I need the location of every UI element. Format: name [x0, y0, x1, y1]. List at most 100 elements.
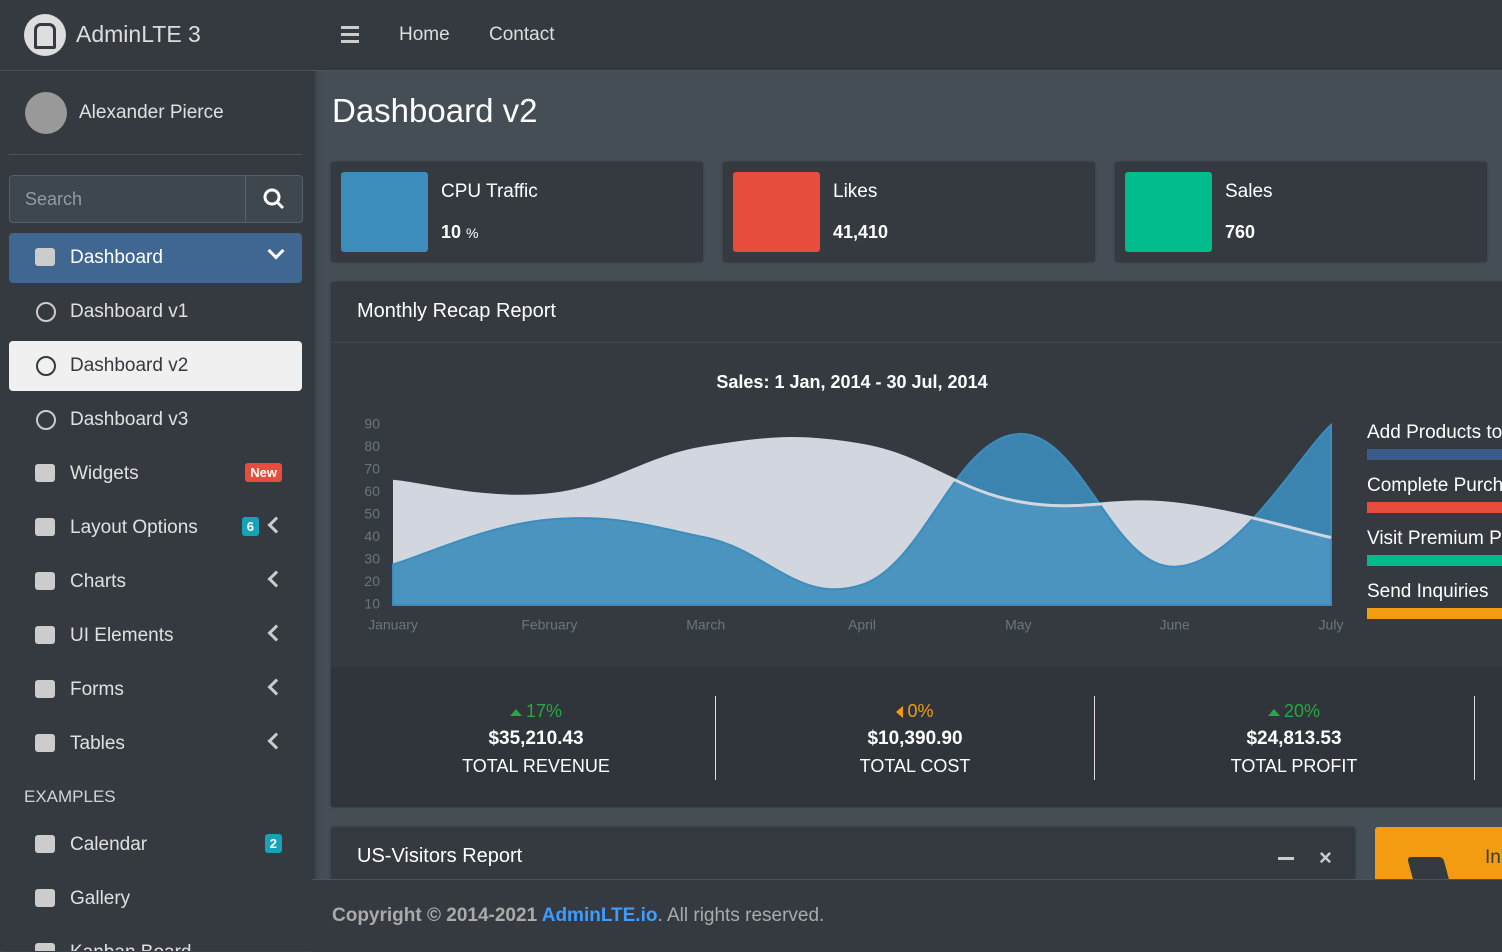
- menu-item[interactable]: UI Elements: [9, 611, 302, 661]
- info-value: 10%: [441, 222, 478, 243]
- stat-divider: [1474, 696, 1475, 780]
- info-box: CPU Traffic 10%: [331, 162, 703, 262]
- y-tick-label: 40: [364, 528, 380, 544]
- menu-icon: [35, 572, 55, 590]
- chevron: [267, 516, 285, 534]
- menu-icon: [35, 464, 55, 482]
- menu-icon: [35, 889, 55, 907]
- brand-name[interactable]: AdminLTE 3: [76, 21, 201, 47]
- divider: [0, 70, 312, 71]
- goal-progress: [1367, 502, 1502, 513]
- brand-logo: [24, 14, 66, 56]
- card-footer: [331, 667, 1502, 807]
- menu-badge: 2: [264, 834, 282, 853]
- value: 760: [1225, 222, 1256, 242]
- footer-link[interactable]: AdminLTE.io: [541, 905, 658, 926]
- info-label: Sales: [1225, 181, 1273, 202]
- menu-badge: 6: [241, 517, 259, 536]
- goal-label: Send Inquiries: [1367, 581, 1489, 602]
- nav-link[interactable]: Home: [399, 24, 450, 45]
- menu-item[interactable]: Kanban Board: [9, 928, 302, 951]
- info-box: Likes 41,410: [723, 162, 1095, 262]
- info-label: CPU Traffic: [441, 181, 538, 202]
- stat-amount: $35,210.43: [488, 728, 584, 749]
- menu-icon: [35, 248, 55, 266]
- menu-item[interactable]: Calendar 2: [9, 820, 302, 870]
- page-title: Dashboard v2: [332, 92, 538, 129]
- x-tick-label: May: [1005, 617, 1031, 633]
- menu-item[interactable]: Charts: [9, 557, 302, 607]
- goal-label: Complete Purch: [1367, 475, 1502, 496]
- menu-label: Tables: [70, 733, 125, 754]
- trend-icon: [1267, 708, 1280, 716]
- card-title: US-Visitors Report: [357, 845, 523, 867]
- stat-label: TOTAL REVENUE: [462, 756, 610, 776]
- menu-item[interactable]: Widgets New: [9, 449, 302, 499]
- stat-amount: $10,390.90: [867, 728, 963, 749]
- menu-item[interactable]: Tables: [9, 719, 302, 769]
- info-icon: [733, 172, 820, 252]
- menu-label: Widgets: [70, 463, 139, 484]
- menu-label: Calendar: [70, 834, 148, 855]
- change-value: 20%: [1283, 701, 1321, 721]
- menu-badge: New: [245, 463, 282, 482]
- menu-item[interactable]: Forms: [9, 665, 302, 715]
- change-value: 0%: [907, 701, 934, 721]
- unit: %: [466, 225, 479, 241]
- menu-label: Gallery: [70, 888, 131, 909]
- info-icon: [1125, 172, 1212, 252]
- change-value: 17%: [525, 701, 563, 721]
- collapse-button[interactable]: [1278, 857, 1294, 860]
- menu-item[interactable]: Dashboard: [9, 233, 302, 283]
- footer-suffix: . All rights reserved.: [657, 905, 825, 926]
- search-button[interactable]: [245, 175, 303, 223]
- menu-label: Kanban Board: [70, 942, 192, 951]
- y-tick-label: 10: [364, 596, 380, 612]
- divider: [9, 154, 302, 155]
- stat-change: 0%: [815, 701, 1015, 722]
- stat-change: 20%: [1194, 701, 1394, 722]
- y-tick-label: 30: [364, 551, 380, 567]
- value: 41,410: [833, 222, 889, 242]
- menu-icon: [35, 626, 55, 644]
- menu-item[interactable]: Dashboard v1: [9, 287, 302, 337]
- x-tick-label: July: [1319, 617, 1344, 633]
- menu-header: EXAMPLES: [24, 787, 116, 806]
- close-button[interactable]: ×: [1319, 845, 1332, 870]
- menu-item[interactable]: Gallery: [9, 874, 302, 924]
- y-tick-label: 20: [364, 573, 380, 589]
- stat-label: TOTAL PROFIT: [1230, 756, 1358, 776]
- menu-label: Dashboard: [70, 247, 163, 268]
- area-line: [392, 437, 1332, 539]
- sidebar: AdminLTE 3 Alexander Pierce Search Dashb…: [0, 0, 312, 951]
- nav-link[interactable]: Contact: [489, 24, 555, 45]
- x-tick-label: January: [368, 617, 418, 633]
- y-tick-label: 60: [364, 483, 380, 499]
- info-value: 760: [1225, 222, 1255, 243]
- x-tick-label: February: [521, 617, 577, 633]
- stat-divider: [1094, 696, 1095, 780]
- menu-item[interactable]: Dashboard v3: [9, 395, 302, 445]
- menu-icon: [36, 302, 56, 322]
- menu-icon: [36, 356, 56, 376]
- menu-item[interactable]: Dashboard v2: [9, 341, 302, 391]
- menu-label: Dashboard v2: [70, 355, 189, 376]
- chart-title: Sales: 1 Jan, 2014 - 30 Jul, 2014: [716, 372, 987, 392]
- navbar: Home Contact: [312, 0, 1502, 71]
- chevron: [267, 570, 285, 588]
- info-icon: [341, 172, 428, 252]
- chevron: [267, 678, 285, 696]
- search-input[interactable]: Search: [9, 175, 246, 223]
- stat-change: 17%: [436, 701, 636, 722]
- menu-item[interactable]: Layout Options 6: [9, 503, 302, 553]
- card-title: Monthly Recap Report: [357, 300, 556, 322]
- menu-label: UI Elements: [70, 625, 174, 646]
- user-name[interactable]: Alexander Pierce: [79, 102, 224, 123]
- goal-label: Visit Premium Pa: [1367, 528, 1502, 549]
- search-icon: [263, 188, 285, 210]
- menu-label: Layout Options: [70, 517, 198, 538]
- menu-label: Forms: [70, 679, 124, 700]
- menu-toggle[interactable]: [341, 26, 361, 44]
- y-tick-label: 80: [364, 438, 380, 454]
